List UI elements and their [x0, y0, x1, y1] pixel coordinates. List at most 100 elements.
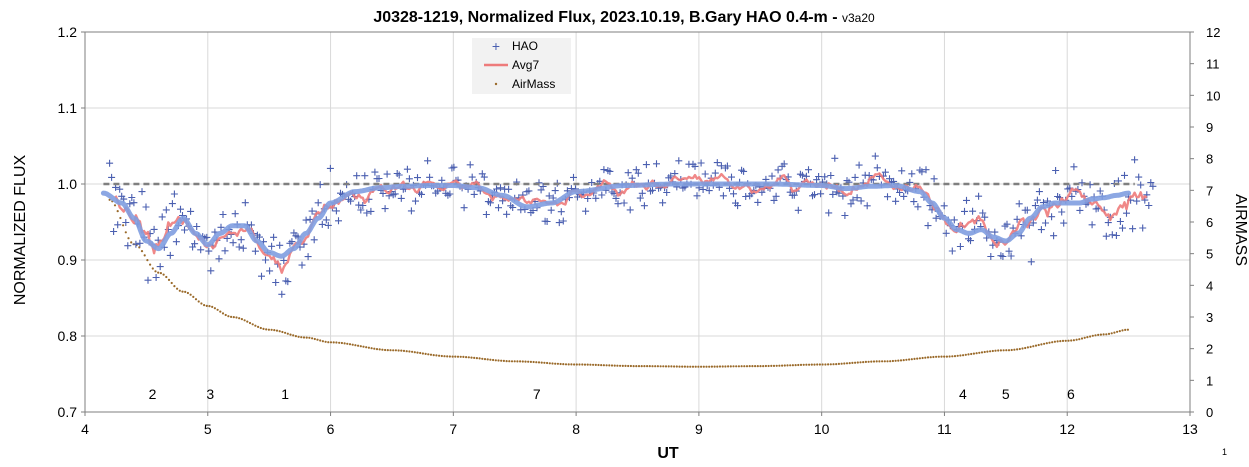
hao-point — [203, 233, 211, 241]
airmass-point — [429, 353, 433, 356]
hao-point — [614, 200, 622, 208]
airmass-point — [238, 317, 241, 320]
airmass-point — [886, 360, 889, 363]
airmass-point — [889, 360, 892, 363]
airmass-point — [513, 360, 516, 363]
airmass-point — [470, 356, 473, 359]
legend-label-airmass: AirMass — [512, 77, 555, 91]
x-tick-label: 13 — [1182, 421, 1198, 437]
airmass-point — [637, 365, 641, 368]
hao-point — [306, 215, 314, 223]
airmass-point — [918, 357, 922, 360]
airmass-point — [546, 361, 549, 365]
airmass-point — [840, 362, 843, 365]
airmass-point — [389, 349, 392, 352]
hao-point — [284, 278, 292, 286]
y2-tick-label: 6 — [1206, 215, 1213, 230]
hao-point — [1129, 225, 1137, 233]
airmass-point — [451, 355, 454, 358]
x-axis-label: UT — [657, 445, 679, 462]
legend-label-hao: HAO — [512, 39, 538, 53]
airmass-point — [319, 339, 322, 342]
airmass-point — [516, 360, 519, 363]
airmass-point — [940, 355, 943, 358]
airmass-point — [1075, 338, 1078, 341]
airmass-point — [140, 250, 144, 253]
hao-point — [217, 223, 225, 231]
y2-tick-label: 4 — [1206, 278, 1213, 293]
hao-point — [308, 207, 316, 215]
airmass-point — [629, 364, 633, 368]
airmass-point — [200, 302, 203, 305]
hao-point — [772, 192, 780, 200]
airmass-point — [343, 342, 346, 345]
airmass-point — [402, 349, 406, 352]
airmass-point — [127, 237, 130, 240]
airmass-point — [562, 363, 565, 366]
airmass-point — [146, 259, 149, 262]
hao-point — [1037, 226, 1045, 234]
airmass-point — [700, 365, 703, 368]
hao-point — [497, 184, 504, 192]
hao-point — [728, 173, 735, 181]
airmass-point — [578, 363, 581, 366]
airmass-point — [848, 362, 851, 365]
airmass-point — [805, 363, 808, 366]
airmass-point — [556, 362, 560, 365]
hao-point — [701, 170, 709, 178]
hao-point — [1133, 197, 1141, 205]
airmass-point — [810, 363, 813, 366]
legend: + HAO Avg7 AirMass — [472, 38, 571, 94]
hao-point — [886, 175, 893, 183]
airmass-point — [735, 365, 738, 368]
hao-point — [503, 210, 511, 218]
event-label: 7 — [533, 386, 541, 402]
airmass-point — [899, 359, 903, 362]
airmass-point — [989, 350, 992, 353]
airmass-point — [770, 364, 773, 367]
hao-point — [122, 219, 130, 226]
hao-point — [132, 240, 140, 248]
hao-point — [314, 199, 322, 207]
airmass-point — [1021, 347, 1024, 350]
airmass-point — [883, 360, 886, 363]
airmass-point — [670, 365, 673, 368]
y-axis-label: NORMALIZED FLUX — [12, 155, 29, 306]
airmass-point — [1034, 344, 1038, 347]
hao-point — [634, 169, 642, 177]
airmass-point — [251, 323, 254, 326]
airmass-point — [1070, 339, 1073, 342]
airmass-point — [508, 360, 511, 363]
hao-point — [158, 213, 166, 221]
airmass-point — [1010, 348, 1013, 352]
airmass-point — [1097, 333, 1100, 336]
airmass-point — [246, 320, 249, 323]
airmass-point — [329, 341, 333, 344]
hao-point — [987, 253, 995, 260]
airmass-point — [708, 365, 711, 368]
y-tick-label: 0.7 — [58, 404, 78, 420]
airmass-point — [294, 335, 297, 338]
airmass-point — [1018, 347, 1021, 351]
hao-point — [930, 175, 938, 183]
hao-point — [276, 241, 284, 249]
hao-point — [948, 247, 956, 255]
airmass-point — [381, 348, 384, 351]
hao-point — [223, 234, 231, 242]
hao-point — [150, 225, 158, 233]
airmass-point — [211, 305, 214, 308]
airmass-point — [216, 308, 219, 311]
airmass-point — [673, 365, 676, 368]
airmass-point — [573, 363, 576, 366]
airmass-point — [483, 358, 487, 361]
airmass-point — [265, 328, 268, 331]
hao-point — [975, 192, 983, 200]
airmass-point — [854, 361, 857, 364]
airmass-point — [897, 359, 900, 362]
airmass-point — [600, 364, 603, 367]
hao-point — [468, 173, 476, 181]
airmass-point — [532, 360, 535, 364]
airmass-point — [248, 321, 252, 325]
airmass-point — [122, 224, 125, 227]
hao-point — [1088, 221, 1096, 229]
